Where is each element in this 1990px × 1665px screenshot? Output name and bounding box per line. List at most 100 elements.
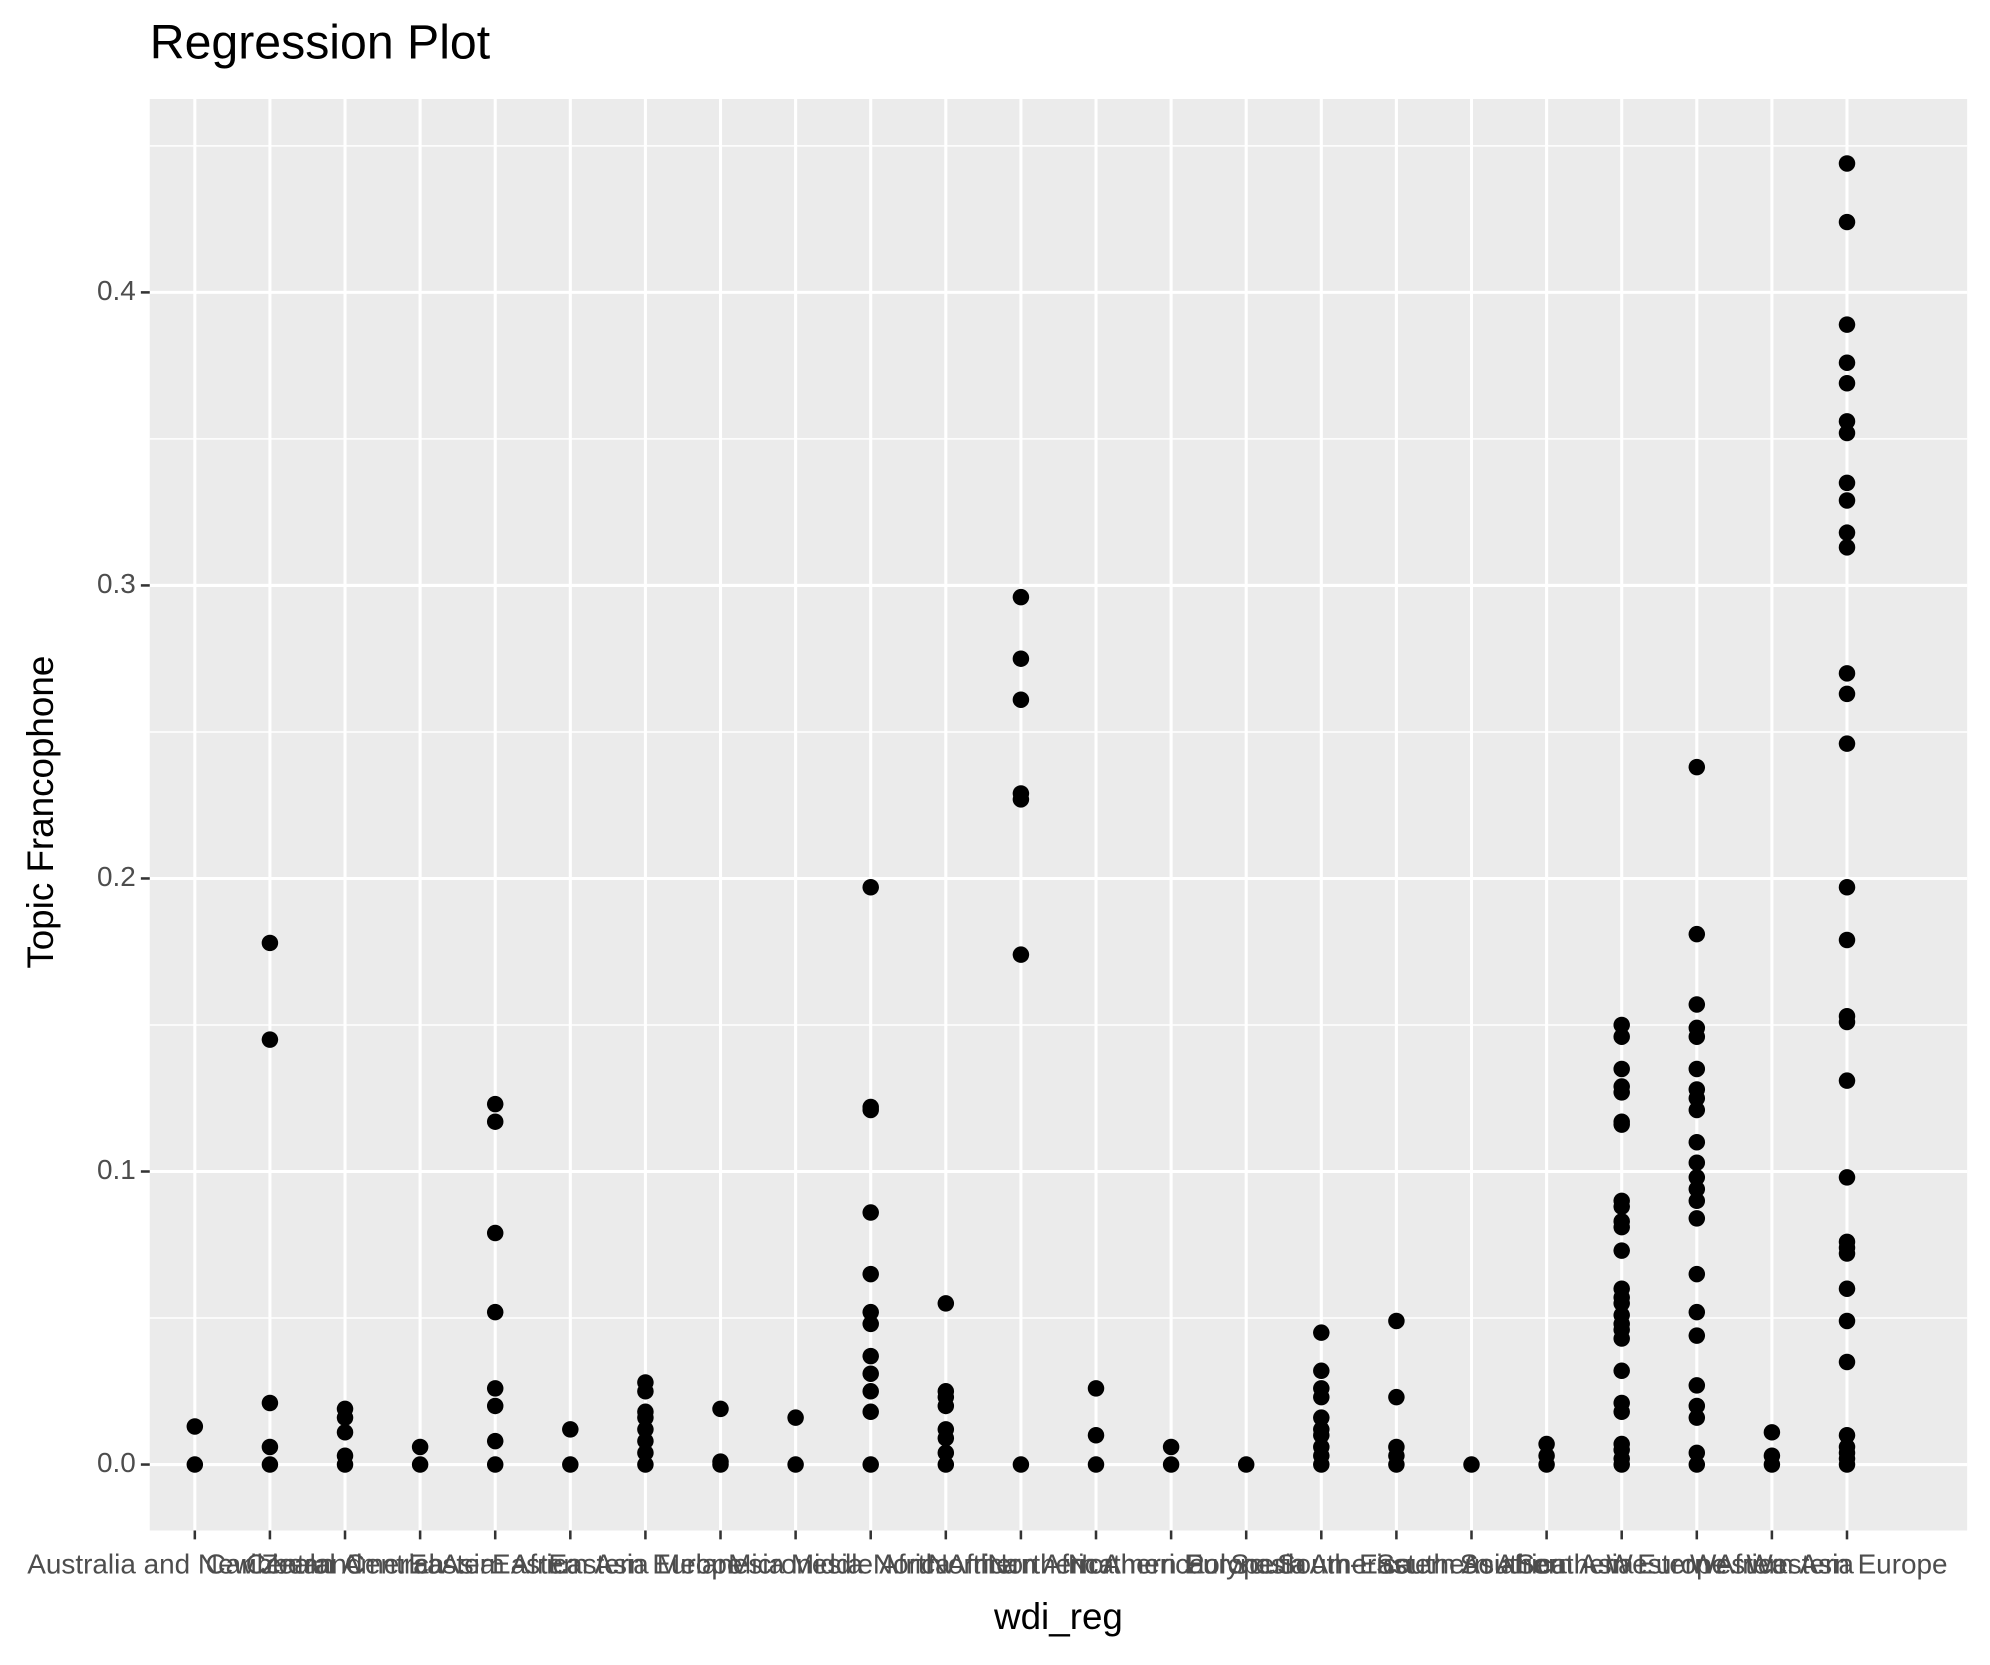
point: [562, 1421, 579, 1438]
point: [336, 1456, 354, 1473]
point: [1838, 316, 1856, 333]
point: [261, 1031, 279, 1048]
point: [1237, 1456, 1255, 1473]
point: [411, 1438, 429, 1456]
point: [336, 1424, 354, 1441]
point: [1087, 1380, 1105, 1397]
point: [1613, 1116, 1630, 1133]
point: [486, 1380, 504, 1397]
point: [1313, 1426, 1330, 1444]
point: [637, 1383, 654, 1400]
point: [1313, 1456, 1330, 1473]
point: [1538, 1456, 1555, 1473]
point: [486, 1303, 504, 1321]
point: [1688, 1265, 1706, 1283]
point: [1838, 1245, 1856, 1262]
y-axis-title: Topic Francophone: [20, 656, 61, 969]
point: [637, 1456, 654, 1473]
x-tick-label: Micronesia: [728, 1548, 863, 1579]
point: [1613, 1028, 1630, 1045]
point: [1613, 1218, 1630, 1236]
point: [937, 1397, 955, 1415]
point: [336, 1409, 354, 1426]
point: [1613, 1060, 1630, 1078]
point: [1688, 1210, 1706, 1227]
point: [1838, 1280, 1856, 1297]
point: [1838, 524, 1856, 541]
point: [1688, 1303, 1706, 1321]
point: [1688, 1192, 1706, 1210]
x-axis-title: wdi_reg: [993, 1596, 1123, 1637]
point: [1388, 1456, 1405, 1473]
point: [486, 1095, 504, 1113]
x-tick-label: Western Europe: [1746, 1548, 1947, 1579]
point: [1688, 1101, 1706, 1119]
x-tick-label: Polynesia: [1186, 1548, 1307, 1579]
point: [261, 1394, 279, 1412]
x-tick-label: Southern Europe: [1516, 1548, 1727, 1579]
point: [862, 1403, 879, 1421]
point: [862, 1204, 879, 1221]
x-tick-label: Northern Africa: [928, 1548, 1115, 1579]
point: [1688, 1060, 1706, 1078]
point: [862, 1347, 879, 1365]
point: [1613, 1242, 1630, 1259]
x-tick-label: Southern Africa: [1376, 1548, 1567, 1579]
point: [862, 879, 879, 896]
point: [1613, 1456, 1630, 1473]
point: [1838, 1353, 1856, 1371]
y-tick-label: 0.1: [97, 1154, 136, 1185]
point: [1688, 1327, 1706, 1344]
point: [637, 1444, 654, 1462]
point: [486, 1113, 504, 1130]
point: [862, 1383, 879, 1400]
point: [1688, 758, 1706, 776]
point: [1613, 1016, 1630, 1034]
point: [1613, 1403, 1630, 1421]
point: [1162, 1456, 1180, 1473]
point: [937, 1444, 955, 1462]
point: [862, 1101, 879, 1119]
point: [1012, 650, 1030, 667]
point: [1087, 1456, 1105, 1473]
point: [1012, 588, 1030, 606]
point: [261, 1438, 279, 1456]
point: [261, 1456, 279, 1473]
point: [186, 1418, 204, 1435]
x-tick-label: Eastern Africa: [408, 1548, 582, 1579]
point: [1388, 1388, 1405, 1406]
point: [1763, 1424, 1781, 1441]
point: [1538, 1435, 1555, 1453]
x-tick-label: Southern Asia: [1460, 1548, 1634, 1579]
x-tick-label: Melanesia: [657, 1548, 785, 1579]
point: [1688, 1456, 1706, 1473]
x-tick-label: Western Africa: [1606, 1548, 1787, 1579]
point: [1763, 1456, 1781, 1473]
point: [862, 1456, 879, 1473]
point: [862, 1315, 879, 1333]
point: [562, 1456, 579, 1473]
point: [1613, 1198, 1630, 1215]
x-tick-label: Eastern Asia: [492, 1548, 649, 1579]
point: [787, 1456, 804, 1473]
point: [186, 1456, 204, 1473]
point: [1688, 925, 1706, 943]
x-tick-label: Eastern Europe: [548, 1548, 742, 1579]
point: [1688, 1409, 1706, 1426]
y-tick-label: 0.0: [97, 1447, 136, 1478]
point: [787, 1409, 804, 1426]
point: [1613, 1295, 1630, 1312]
point: [1838, 1456, 1856, 1473]
y-tick-label: 0.4: [97, 275, 136, 306]
point: [1838, 665, 1856, 682]
point: [1838, 492, 1856, 509]
point: [261, 934, 279, 952]
point: [1688, 996, 1706, 1013]
point: [1838, 685, 1856, 703]
point: [486, 1397, 504, 1415]
point: [1012, 791, 1030, 808]
point: [1688, 1133, 1706, 1151]
point: [637, 1421, 654, 1438]
chart-title: Regression Plot: [150, 15, 491, 69]
point: [486, 1456, 504, 1473]
